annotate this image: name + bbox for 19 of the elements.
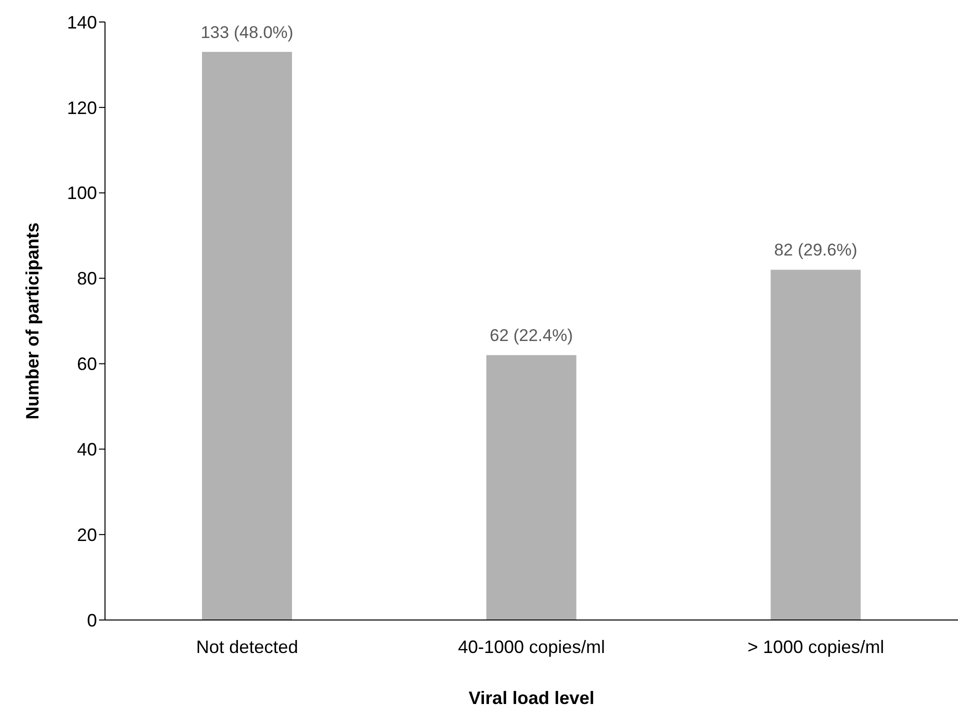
- data-label: 62 (22.4%): [490, 326, 573, 346]
- x-tick-label: > 1000 copies/ml: [748, 636, 884, 657]
- y-tick-label: 80: [76, 268, 97, 289]
- y-tick-label: 100: [66, 183, 97, 204]
- data-label: 133 (48.0%): [200, 22, 294, 42]
- x-tick-label: 40-1000 copies/ml: [458, 636, 606, 657]
- y-tick-label: 140: [66, 12, 97, 32]
- y-tick-label: 20: [76, 524, 97, 545]
- x-tick-label: Not detected: [196, 636, 298, 657]
- y-tick-label: 0: [86, 610, 97, 630]
- data-label: 82 (29.6%): [774, 240, 858, 260]
- bar: [770, 270, 861, 620]
- y-axis-title: Number of participants: [22, 222, 42, 420]
- bar: [486, 355, 576, 620]
- y-tick-label: 40: [76, 440, 97, 460]
- y-tick-label: 120: [66, 98, 97, 118]
- y-tick-label: 60: [76, 354, 97, 374]
- x-axis-title: Viral load level: [468, 688, 594, 708]
- bar: [202, 52, 292, 620]
